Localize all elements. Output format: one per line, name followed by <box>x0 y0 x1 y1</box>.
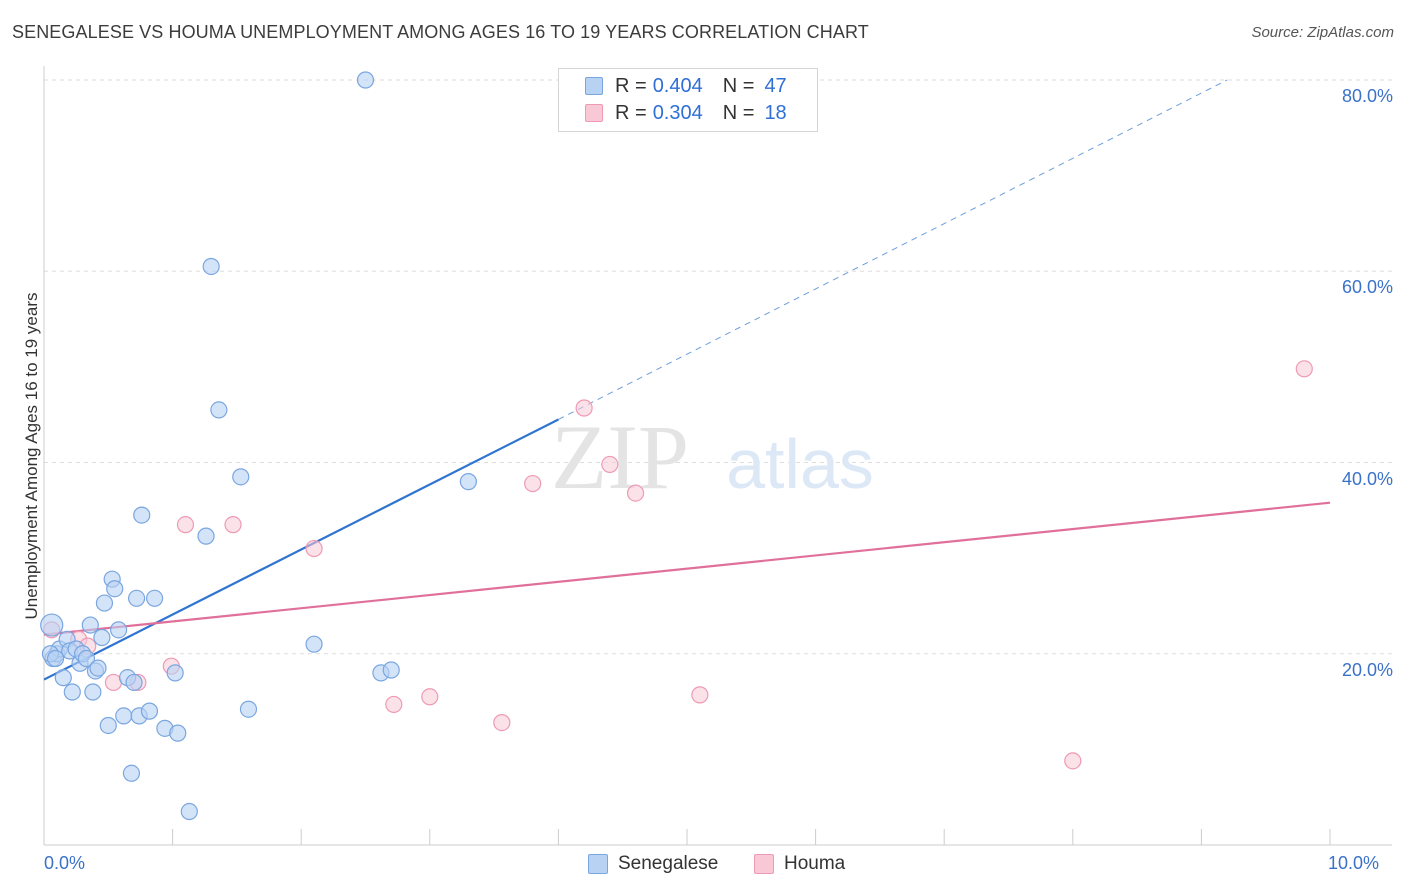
x-tick-label-max: 10.0% <box>1328 853 1380 873</box>
houma-n-value: 18 <box>764 101 787 124</box>
senegalese-point-24 <box>122 764 141 782</box>
senegalese-point-42 <box>382 661 400 679</box>
senegalese-point-38 <box>239 700 258 718</box>
senegalese-point-46 <box>125 673 143 692</box>
senegalese-point-20 <box>106 580 124 598</box>
senegalese-point-29 <box>145 589 164 607</box>
houma-legend-label: Houma <box>784 853 846 874</box>
senegalese-point-36 <box>210 401 228 419</box>
houma-point-16 <box>691 686 709 704</box>
senegalese-point-17 <box>95 594 114 612</box>
senegalese-point-22 <box>115 707 133 725</box>
source-label: Source: ZipAtlas.com <box>1251 24 1394 41</box>
legend-row-houma: R = 0.304 N = 18 <box>585 100 787 126</box>
houma-point-14 <box>601 455 619 474</box>
senegalese-legend-label: Senegalese <box>618 853 719 874</box>
houma-point-15 <box>626 484 645 502</box>
senegalese-point-39 <box>305 635 323 653</box>
trend-lines <box>43 79 1331 681</box>
houma-n-label: N = <box>722 101 755 124</box>
senegalese-trend-extension <box>558 79 1228 420</box>
y-tick-label-80: 80.0% <box>1341 86 1393 106</box>
senegalese-swatch <box>585 77 603 95</box>
senegalese-point-11 <box>77 649 96 668</box>
y-axis-label: Unemployment Among Ages 16 to 19 years <box>22 292 41 620</box>
senegalese-point-0 <box>40 613 64 637</box>
correlation-legend: R = 0.404 N = 47 R = 0.304 N = 18 <box>558 68 818 132</box>
senegalese-point-28 <box>140 702 159 720</box>
houma-point-17 <box>1064 752 1082 770</box>
grid-lines <box>44 79 1392 655</box>
senegalese-trend-line <box>43 418 559 681</box>
houma-point-18 <box>1295 360 1313 378</box>
senegalese-point-4 <box>54 669 72 687</box>
houma-point-9 <box>385 695 403 714</box>
houma-point-11 <box>493 713 511 732</box>
y-tick-label-60: 60.0% <box>1341 277 1393 298</box>
y-tick-label-20: 20.0% <box>1341 659 1393 680</box>
senegalese-legend-swatch <box>588 854 608 874</box>
senegalese-n-value: 47 <box>764 74 787 97</box>
senegalese-point-33 <box>180 802 198 821</box>
watermark-atlas: atlas <box>726 425 874 503</box>
houma-r-label: R = <box>615 101 647 124</box>
senegalese-point-25 <box>127 589 146 607</box>
senegalese-point-43 <box>459 473 477 491</box>
watermark: ZIP atlas <box>551 406 874 508</box>
houma-legend-swatch <box>754 854 774 874</box>
houma-trend-line <box>43 501 1331 636</box>
senegalese-n-label: N = <box>722 74 755 97</box>
senegalese-point-37 <box>232 468 250 486</box>
senegalese-point-34 <box>197 527 215 545</box>
y-tick-label-40: 40.0% <box>1341 468 1393 489</box>
houma-point-6 <box>176 516 195 534</box>
senegalese-point-21 <box>109 621 128 639</box>
senegalese-point-12 <box>81 616 99 634</box>
senegalese-point-27 <box>133 506 151 524</box>
senegalese-r-value: 0.404 <box>652 74 703 97</box>
houma-point-12 <box>524 474 542 493</box>
senegalese-point-15 <box>89 659 107 677</box>
senegalese-point-32 <box>169 724 187 742</box>
senegalese-point-7 <box>63 683 81 701</box>
houma-point-8 <box>305 539 323 558</box>
senegalese-point-45 <box>46 649 65 668</box>
senegalese-point-40 <box>356 71 375 89</box>
data-points <box>40 71 1313 821</box>
legend-row-senegalese: R = 0.404 N = 47 <box>585 73 787 99</box>
houma-swatch <box>585 104 603 122</box>
houma-point-13 <box>575 399 593 417</box>
x-tick-label-min: 0.0% <box>44 853 86 873</box>
senegalese-point-18 <box>99 716 117 735</box>
houma-point-10 <box>421 688 439 706</box>
senegalese-point-16 <box>93 628 111 647</box>
senegalese-point-13 <box>84 683 102 701</box>
watermark-zip: ZIP <box>551 406 689 508</box>
bottom-legend-senegalese[interactable]: Senegalese <box>588 852 718 876</box>
houma-r-value: 0.304 <box>652 101 703 124</box>
senegalese-r-label: R = <box>615 74 647 97</box>
axes <box>43 66 1392 846</box>
houma-point-7 <box>224 516 242 534</box>
chart-title: SENEGALESE VS HOUMA UNEMPLOYMENT AMONG A… <box>12 22 869 42</box>
senegalese-point-31 <box>166 664 184 682</box>
bottom-legend-houma[interactable]: Houma <box>754 852 845 876</box>
senegalese-point-35 <box>202 257 220 276</box>
